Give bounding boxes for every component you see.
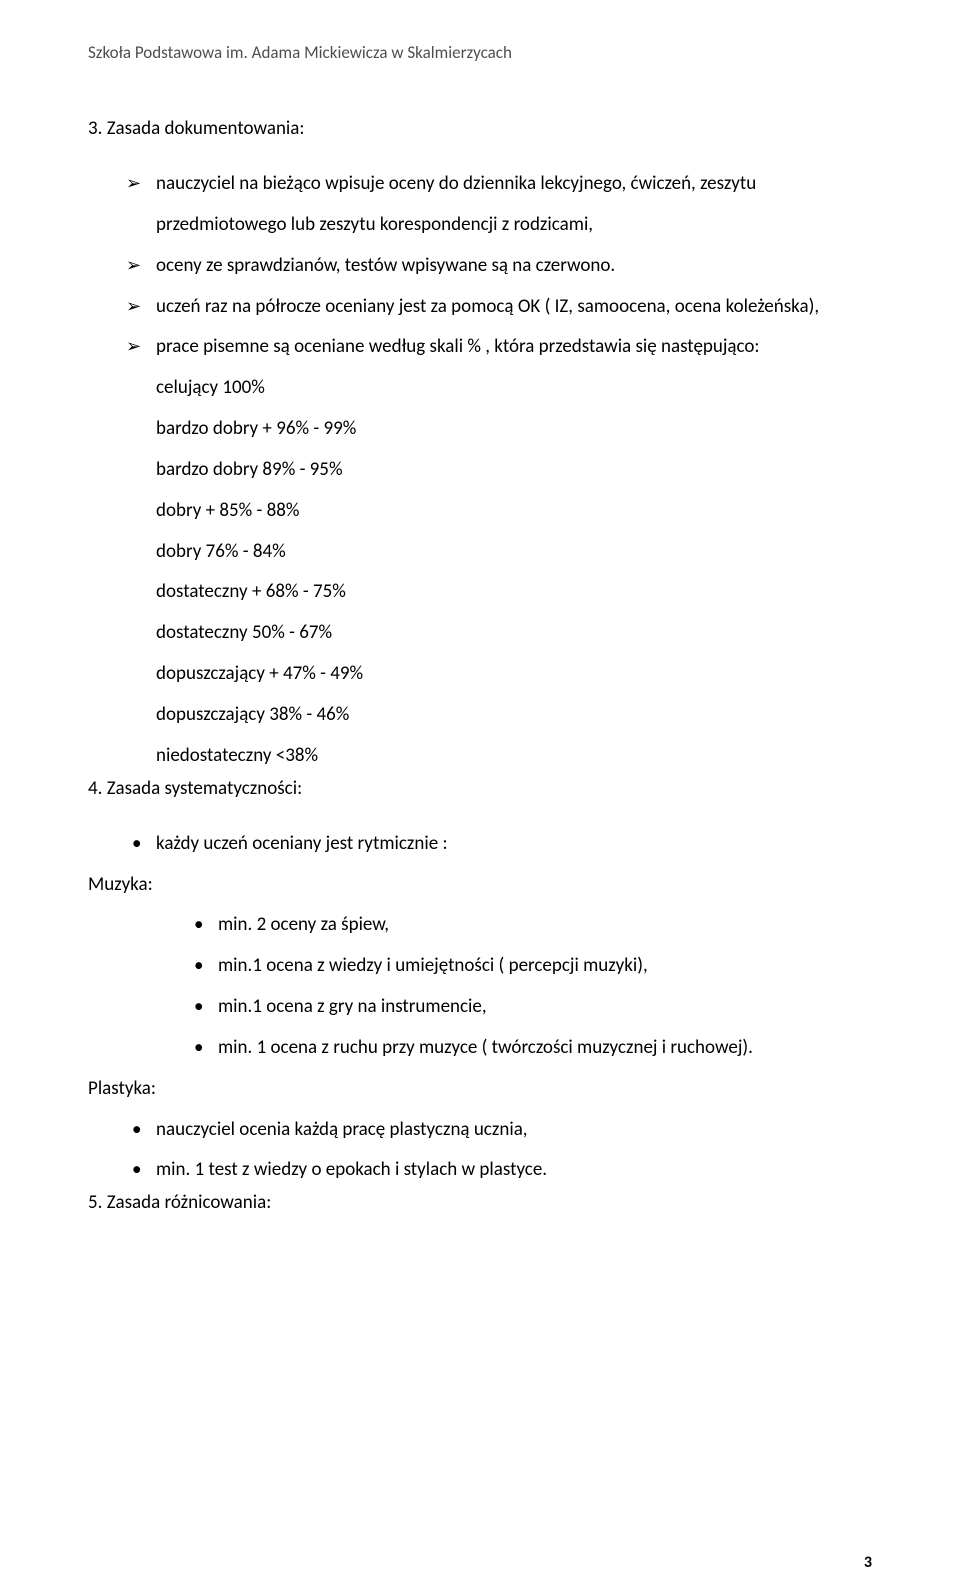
page-number: 3: [864, 1553, 872, 1572]
list-item: oceny ze sprawdzianów, testów wpisywane …: [126, 246, 872, 287]
list-item: min. 1 ocena z ruchu przy muzyce ( twórc…: [188, 1028, 872, 1069]
section4-heading: 4. Zasada systematyczności:: [88, 777, 872, 800]
scale-item: dopuszczający + 47% - 49%: [156, 654, 872, 695]
list-item: uczeń raz na półrocze oceniany jest za p…: [126, 287, 872, 328]
scale-item: niedostateczny <38%: [156, 736, 872, 777]
scale-item: dopuszczający 38% - 46%: [156, 695, 872, 736]
list-item: min.1 ocena z gry na instrumencie,: [188, 987, 872, 1028]
grading-scale-list: celujący 100% bardzo dobry + 96% - 99% b…: [156, 368, 872, 776]
section5-heading: 5. Zasada różnicowania:: [88, 1191, 872, 1214]
list-item: nauczyciel na bieżąco wpisuje oceny do d…: [126, 164, 872, 246]
page-container: Szkoła Podstawowa im. Adama Mickiewicza …: [0, 0, 960, 1592]
scale-item: celujący 100%: [156, 368, 872, 409]
scale-item: bardzo dobry + 96% - 99%: [156, 409, 872, 450]
plastyka-label: Plastyka:: [88, 1069, 872, 1110]
scale-item: bardzo dobry 89% - 95%: [156, 450, 872, 491]
scale-item: dobry + 85% - 88%: [156, 491, 872, 532]
muzyka-label: Muzyka:: [88, 865, 872, 906]
list-item: prace pisemne są oceniane według skali %…: [126, 327, 872, 368]
plastyka-list: nauczyciel ocenia każdą pracę plastyczną…: [126, 1110, 872, 1192]
scale-item: dobry 76% - 84%: [156, 532, 872, 573]
list-item: min. 2 oceny za śpiew,: [188, 905, 872, 946]
section3-heading: 3. Zasada dokumentowania:: [88, 117, 872, 140]
list-item: min. 1 test z wiedzy o epokach i stylach…: [126, 1150, 872, 1191]
scale-item: dostateczny 50% - 67%: [156, 613, 872, 654]
list-item: min.1 ocena z wiedzy i umiejętności ( pe…: [188, 946, 872, 987]
section4-intro-list: każdy uczeń oceniany jest rytmicznie :: [126, 824, 872, 865]
section3-list: nauczyciel na bieżąco wpisuje oceny do d…: [126, 164, 872, 368]
list-item: nauczyciel ocenia każdą pracę plastyczną…: [126, 1110, 872, 1151]
list-item: każdy uczeń oceniany jest rytmicznie :: [126, 824, 872, 865]
scale-item: dostateczny + 68% - 75%: [156, 572, 872, 613]
page-header: Szkoła Podstawowa im. Adama Mickiewicza …: [88, 42, 872, 63]
muzyka-list: min. 2 oceny za śpiew, min.1 ocena z wie…: [188, 905, 872, 1068]
